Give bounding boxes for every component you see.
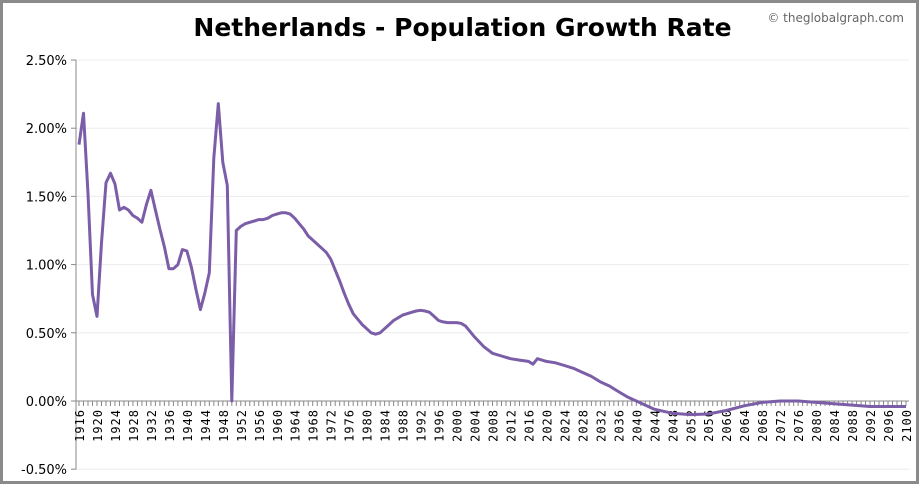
x-tick-label: 2084	[828, 409, 842, 442]
x-tick-label: 1932	[145, 409, 159, 442]
x-tick-label: 2012	[504, 409, 518, 442]
x-tick-label: 1936	[163, 409, 177, 442]
x-tick-label: 1952	[235, 409, 249, 442]
x-tick-label: 1928	[127, 409, 141, 442]
x-tick-label: 1976	[343, 409, 357, 442]
x-tick-label: 1972	[325, 409, 339, 442]
x-tick-label: 2044	[648, 409, 662, 442]
x-tick-label: 1924	[109, 409, 123, 442]
x-tick-label: 2096	[882, 409, 896, 442]
y-tick-label: 0.50%	[26, 327, 67, 342]
x-tick-label: 1964	[289, 409, 303, 442]
x-tick-label: 1980	[361, 409, 375, 442]
y-tick-label: 0.00%	[26, 395, 67, 410]
x-tick-label: 1956	[253, 409, 267, 442]
x-tick-label: 2068	[756, 409, 770, 442]
watermark: © theglobalgraph.com	[767, 11, 904, 25]
y-tick-label: 1.50%	[26, 190, 67, 205]
y-tick-label: -0.50%	[21, 463, 67, 478]
x-tick-label: 1984	[379, 409, 393, 442]
x-tick-label: 2072	[774, 409, 788, 442]
x-tick-label: 2080	[810, 409, 824, 442]
x-tick-label: 2008	[487, 409, 501, 442]
y-tick-label: 2.50%	[26, 54, 67, 69]
x-tick-label: 2032	[594, 409, 608, 442]
x-tick-label: 2036	[612, 409, 626, 442]
x-tick-label: 1960	[271, 409, 285, 442]
x-tick-label: 2024	[558, 409, 572, 442]
x-tick-label: 1996	[433, 409, 447, 442]
x-tick-label: 2020	[540, 409, 554, 442]
x-tick-label: 1992	[415, 409, 429, 442]
chart-title: Netherlands - Population Growth Rate	[193, 13, 732, 42]
x-tick-label: 2064	[738, 409, 752, 442]
x-tick-label: 2076	[792, 409, 806, 442]
x-tick-label: 1920	[91, 409, 105, 442]
x-tick-label: 2004	[469, 409, 483, 442]
x-tick-label: 1916	[73, 409, 87, 442]
x-tick-label: 2088	[846, 409, 860, 442]
y-tick-label: 2.00%	[26, 122, 67, 137]
x-tick-label: 1968	[307, 409, 321, 442]
x-tick-label: 1940	[181, 409, 195, 442]
x-tick-label: 2052	[684, 409, 698, 442]
x-tick-label: 2000	[451, 409, 465, 442]
y-tick-label: 1.00%	[26, 259, 67, 274]
x-tick-label: 2060	[720, 409, 734, 442]
x-tick-label: 2040	[630, 409, 644, 442]
x-tick-label: 2028	[576, 409, 590, 442]
line-chart: -0.50% 0.00% 0.50% 1.00% 1.50% 2.00% 2.50% 1916…	[21, 54, 914, 478]
x-tick-label: 2056	[702, 409, 716, 442]
growth-rate-line	[77, 102, 906, 417]
x-tick-label: 1948	[217, 409, 231, 442]
x-tick-label: 1988	[397, 409, 411, 442]
x-tick-label: 2100	[900, 409, 914, 442]
x-tick-label: 2092	[864, 409, 878, 442]
x-tick-label: 1944	[199, 409, 213, 442]
x-tick-label: 2016	[522, 409, 536, 442]
x-tick-label: 2048	[666, 409, 680, 442]
